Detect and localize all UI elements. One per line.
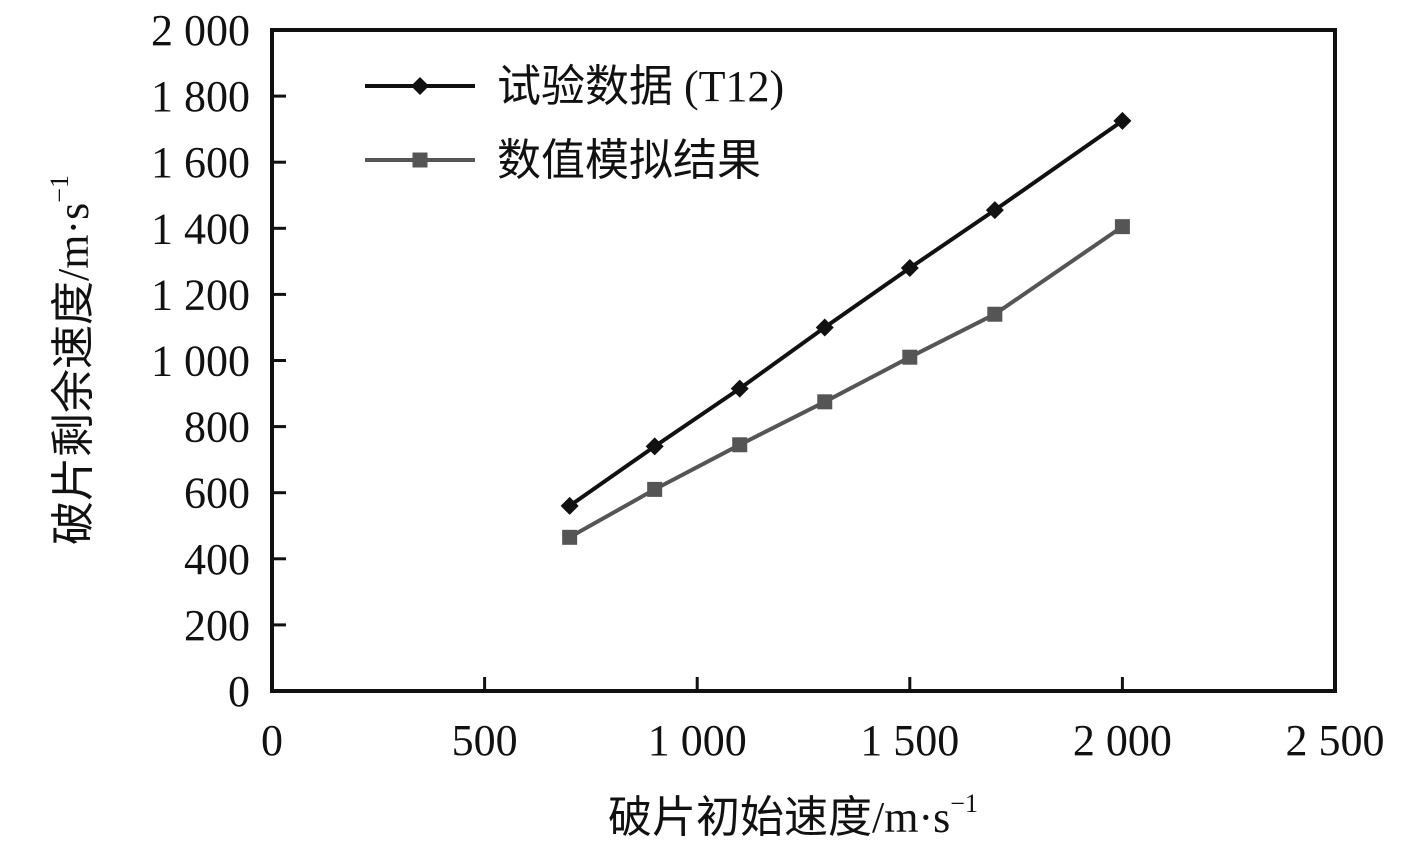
plot-frame xyxy=(270,28,1337,693)
y-tick-label: 800 xyxy=(184,403,250,452)
x-tick-label: 1 500 xyxy=(860,716,959,765)
x-tick-label: 500 xyxy=(452,716,518,765)
legend-marker xyxy=(412,152,428,168)
series-layer xyxy=(560,111,1132,545)
y-tick-label: 2 000 xyxy=(151,6,250,55)
legend-marker xyxy=(411,77,429,95)
y-tick-label: 0 xyxy=(228,667,250,716)
legend-item-2: 数值模拟结果 xyxy=(365,136,761,185)
x-tick-label: 0 xyxy=(261,716,283,765)
legend-label: 试验数据 (T12) xyxy=(497,62,784,111)
data-point-square xyxy=(987,306,1003,322)
data-point-diamond xyxy=(815,318,834,337)
data-point-square xyxy=(647,481,663,497)
y-tick-label: 1 800 xyxy=(151,72,250,121)
data-point-square xyxy=(562,529,578,545)
y-tick-label: 1 600 xyxy=(151,138,250,187)
data-point-diamond xyxy=(730,379,749,398)
data-point-square xyxy=(902,349,918,365)
ticks-layer: 0 500 1 000 1 500 2 000 2 500 0 200 400 600 800 1 0… xyxy=(151,6,1385,765)
legend-label: 数值模拟结果 xyxy=(497,136,761,185)
data-point-diamond xyxy=(645,437,664,456)
data-point-diamond xyxy=(985,201,1004,220)
data-point-square xyxy=(817,394,833,410)
x-axis-title: 破片初始速度/m·s−1 xyxy=(608,789,978,842)
y-tick-label: 1 200 xyxy=(151,270,250,319)
y-tick-label: 600 xyxy=(184,469,250,518)
data-point-square xyxy=(1114,219,1130,235)
data-point-diamond xyxy=(560,496,579,515)
data-point-diamond xyxy=(1113,111,1132,130)
y-tick-label: 1 400 xyxy=(151,204,250,253)
y-axis-title: 破片剩余速度/m·s−1 xyxy=(45,175,98,545)
y-tick-label: 200 xyxy=(184,601,250,650)
legend: 试验数据 (T12) 数值模拟结果 xyxy=(365,62,784,185)
series-1 xyxy=(560,111,1132,515)
series-2 xyxy=(562,219,1130,545)
x-tick-label: 1 000 xyxy=(648,716,747,765)
y-tick-label: 1 000 xyxy=(151,337,250,386)
data-point-diamond xyxy=(900,258,919,277)
legend-item-1: 试验数据 (T12) xyxy=(365,62,784,111)
x-tick-label: 2 500 xyxy=(1286,716,1385,765)
x-tick-label: 2 000 xyxy=(1073,716,1172,765)
y-tick-label: 400 xyxy=(184,535,250,584)
data-point-square xyxy=(732,437,748,453)
